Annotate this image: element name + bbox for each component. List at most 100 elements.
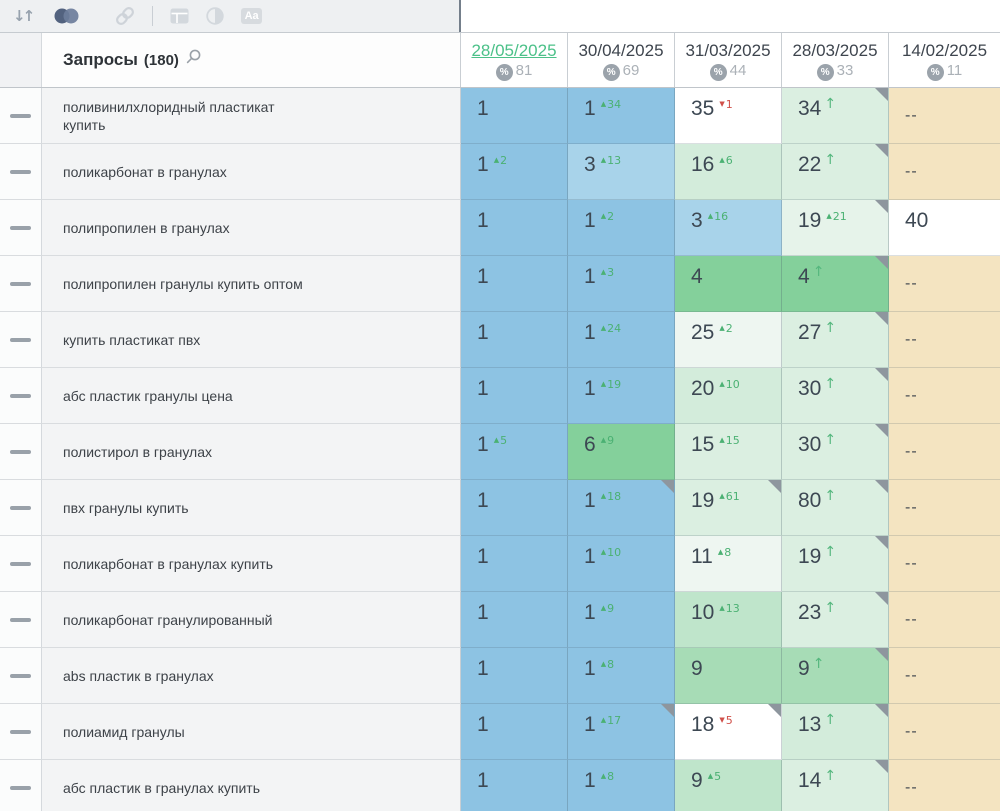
date-label[interactable]: 14/02/2025 (901, 40, 988, 60)
query-cell[interactable]: поликарбонат гранулированный (42, 592, 461, 648)
query-cell[interactable]: поликарбонат в гранулах (42, 144, 461, 200)
text-format-icon[interactable]: Aa (241, 8, 263, 24)
position-cell[interactable]: 1 (461, 312, 568, 368)
date-label[interactable]: 28/05/2025 (471, 40, 557, 60)
position-cell[interactable]: -- (889, 424, 1000, 480)
position-cell[interactable]: -- (889, 592, 1000, 648)
position-cell[interactable]: 35 ▼1 (675, 88, 782, 144)
position-cell[interactable]: -- (889, 480, 1000, 536)
position-cell[interactable]: -- (889, 144, 1000, 200)
position-cell[interactable]: 1 ▲10 (568, 536, 675, 592)
position-cell[interactable]: 1 ▲8 (568, 760, 675, 811)
position-cell[interactable]: 9 (675, 648, 782, 704)
row-drag-handle[interactable] (0, 256, 42, 312)
row-drag-handle[interactable] (0, 648, 42, 704)
position-cell[interactable]: 1 ▲3 (568, 256, 675, 312)
position-cell[interactable]: 1 (461, 592, 568, 648)
row-drag-handle[interactable] (0, 368, 42, 424)
position-cell[interactable]: 3 ▲13 (568, 144, 675, 200)
position-cell[interactable]: 11 ▲8 (675, 536, 782, 592)
query-cell[interactable]: абс пластик гранулы цена (42, 368, 461, 424)
position-cell[interactable]: 19 ↑ (782, 536, 889, 592)
compare-circles-icon[interactable] (52, 7, 84, 25)
query-cell[interactable]: полиамид гранулы (42, 704, 461, 760)
position-cell[interactable]: 13 ↑ (782, 704, 889, 760)
position-cell[interactable]: 1 ▲19 (568, 368, 675, 424)
position-cell[interactable]: 1 (461, 88, 568, 144)
position-cell[interactable]: 1 (461, 704, 568, 760)
date-column-header-4[interactable]: 28/03/2025 % 33 (782, 33, 889, 87)
position-cell[interactable]: 1 (461, 200, 568, 256)
query-cell[interactable]: поликарбонат в гранулах купить (42, 536, 461, 592)
position-cell[interactable]: 1 ▲2 (568, 200, 675, 256)
position-cell[interactable]: 4 (675, 256, 782, 312)
position-cell[interactable]: 15 ▲15 (675, 424, 782, 480)
position-cell[interactable]: 18 ▼5 (675, 704, 782, 760)
row-drag-handle[interactable] (0, 536, 42, 592)
position-cell[interactable]: -- (889, 368, 1000, 424)
position-cell[interactable]: 4 ↑ (782, 256, 889, 312)
position-cell[interactable]: 16 ▲6 (675, 144, 782, 200)
position-cell[interactable]: 80 ↑ (782, 480, 889, 536)
position-cell[interactable]: 1 (461, 760, 568, 811)
position-cell[interactable]: -- (889, 536, 1000, 592)
query-cell[interactable]: полипропилен в гранулах (42, 200, 461, 256)
position-cell[interactable]: 1 ▲9 (568, 592, 675, 648)
row-drag-handle[interactable] (0, 312, 42, 368)
query-cell[interactable]: поливинилхлоридный пластикат купить (42, 88, 461, 144)
position-cell[interactable]: 22 ↑ (782, 144, 889, 200)
query-cell[interactable]: абс пластик в гранулах купить (42, 760, 461, 811)
position-cell[interactable]: 23 ↑ (782, 592, 889, 648)
position-cell[interactable]: -- (889, 256, 1000, 312)
position-cell[interactable]: 6 ▲9 (568, 424, 675, 480)
row-drag-handle[interactable] (0, 704, 42, 760)
query-cell[interactable]: купить пластикат пвх (42, 312, 461, 368)
position-cell[interactable]: 1 ▲2 (461, 144, 568, 200)
position-cell[interactable]: 27 ↑ (782, 312, 889, 368)
position-cell[interactable]: 1 ▲18 (568, 480, 675, 536)
date-label[interactable]: 30/04/2025 (578, 40, 664, 60)
contrast-icon[interactable] (206, 7, 224, 25)
position-cell[interactable]: 30 ↑ (782, 424, 889, 480)
date-column-header-2[interactable]: 30/04/2025 % 69 (568, 33, 675, 87)
position-cell[interactable]: 3 ▲16 (675, 200, 782, 256)
search-queries-icon[interactable] (186, 49, 201, 69)
position-cell[interactable]: -- (889, 648, 1000, 704)
position-cell[interactable]: 1 ▲24 (568, 312, 675, 368)
row-drag-handle[interactable] (0, 144, 42, 200)
date-column-header-5[interactable]: 14/02/2025 % 11 (889, 33, 1000, 87)
query-cell[interactable]: полистирол в гранулах (42, 424, 461, 480)
date-column-header-3[interactable]: 31/03/2025 % 44 (675, 33, 782, 87)
query-cell[interactable]: abs пластик в гранулах (42, 648, 461, 704)
position-cell[interactable]: 9 ▲5 (675, 760, 782, 811)
position-cell[interactable]: -- (889, 312, 1000, 368)
date-column-header-1[interactable]: 28/05/2025 % 81 (461, 33, 568, 87)
position-cell[interactable]: 1 ▲34 (568, 88, 675, 144)
table-view-icon[interactable] (170, 8, 189, 24)
position-cell[interactable]: 14 ↑ (782, 760, 889, 811)
position-cell[interactable]: 19 ▲61 (675, 480, 782, 536)
position-cell[interactable]: 30 ↑ (782, 368, 889, 424)
row-drag-handle[interactable] (0, 424, 42, 480)
position-cell[interactable]: 34 ↑ (782, 88, 889, 144)
position-cell[interactable]: 1 (461, 536, 568, 592)
link-icon[interactable] (112, 3, 138, 29)
position-cell[interactable]: -- (889, 760, 1000, 811)
query-cell[interactable]: пвх гранулы купить (42, 480, 461, 536)
position-cell[interactable]: 19 ▲21 (782, 200, 889, 256)
position-cell[interactable]: 1 ▲5 (461, 424, 568, 480)
position-cell[interactable]: 40 (889, 200, 1000, 256)
position-cell[interactable]: 1 (461, 648, 568, 704)
position-cell[interactable]: -- (889, 88, 1000, 144)
position-cell[interactable]: 1 ▲8 (568, 648, 675, 704)
position-cell[interactable]: 9 ↑ (782, 648, 889, 704)
row-drag-handle[interactable] (0, 760, 42, 811)
row-drag-handle[interactable] (0, 200, 42, 256)
date-label[interactable]: 31/03/2025 (685, 40, 771, 60)
position-cell[interactable]: 25 ▲2 (675, 312, 782, 368)
position-cell[interactable]: 1 ▲17 (568, 704, 675, 760)
position-cell[interactable]: -- (889, 704, 1000, 760)
row-drag-handle[interactable] (0, 480, 42, 536)
sort-icon[interactable]: ↓↑ (13, 7, 35, 25)
queries-header-cell[interactable]: Запросы (180) (42, 33, 461, 87)
